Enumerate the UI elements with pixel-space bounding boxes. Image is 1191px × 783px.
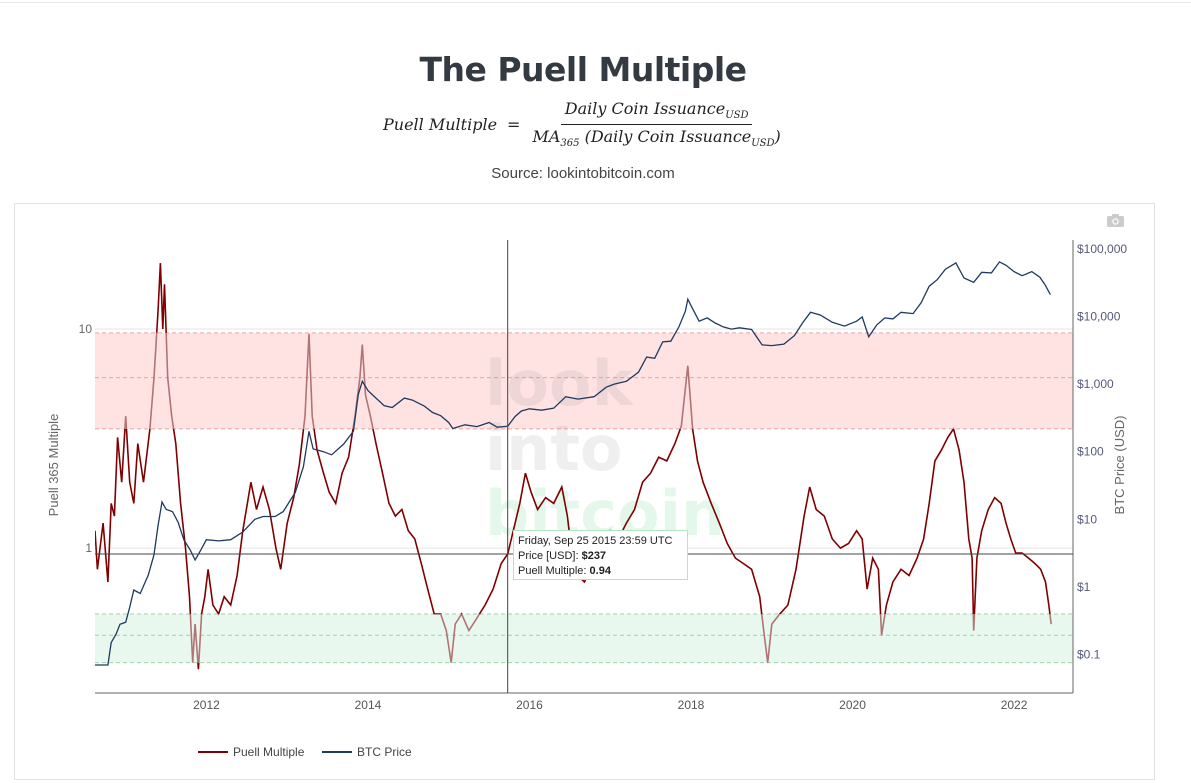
top-divider (0, 2, 1191, 3)
tooltip-price-value: $237 (581, 550, 607, 562)
formula: Puell Multiple = Daily Coin IssuanceUSD … (383, 98, 785, 150)
denominator-prefix: MA (532, 126, 561, 146)
x-tick-label: 2016 (516, 698, 543, 712)
denominator-prefix-sub: 365 (560, 137, 580, 149)
numerator-sub: USD (725, 110, 749, 122)
tooltip-price: Price [USD]: $237 (518, 549, 683, 564)
tooltip-date: Friday, Sep 25 2015 23:59 UTC (518, 535, 673, 547)
y-left-tick-label: 10 (79, 322, 93, 336)
x-tick-label: 2012 (193, 698, 220, 712)
y-right-tick-label: $10 (1077, 512, 1097, 526)
formula-fraction: Daily Coin IssuanceUSD MA365 (Daily Coin… (528, 99, 784, 148)
legend-swatch-puell (198, 751, 228, 753)
y-right-tick-label: $1 (1077, 580, 1091, 594)
tooltip-price-label: Price [USD]: (518, 550, 582, 562)
band-high (95, 332, 1073, 429)
band-low (95, 614, 1073, 663)
legend-item-puell[interactable]: Puell Multiple (198, 745, 304, 759)
watermark-look: look (485, 347, 634, 420)
axes (95, 240, 1074, 694)
camera-icon[interactable] (1107, 214, 1124, 227)
numerator-text: Daily Coin Issuance (564, 99, 726, 119)
formula-equals: = (507, 114, 521, 134)
y-right-tick-label: $1,000 (1077, 377, 1114, 391)
x-tick-label: 2014 (355, 698, 382, 712)
legend-label-btc: BTC Price (357, 745, 412, 759)
legend-item-btc[interactable]: BTC Price (322, 745, 412, 759)
tooltip-puell: Puell Multiple: 0.94 (518, 564, 683, 579)
page-title: The Puell Multiple (419, 50, 747, 89)
x-tick-label: 2022 (1001, 698, 1028, 712)
denominator-text: (Daily Coin Issuance (579, 126, 752, 146)
legend-label-puell: Puell Multiple (233, 745, 305, 759)
formula-lhs: Puell Multiple (383, 114, 498, 134)
y-left-tick-label: 1 (85, 541, 92, 555)
y-right-tick-label: $100 (1077, 445, 1104, 459)
tooltip-puell-value: 0.94 (589, 565, 611, 577)
denominator-sub: USD (751, 137, 775, 149)
y-axis-left-label: Puell 365 Multiple (46, 414, 61, 517)
watermark-into: into (485, 412, 623, 485)
tooltip-puell-label: Puell Multiple: (518, 565, 590, 577)
x-tick-label: 2020 (839, 698, 866, 712)
source-text: Source: lookintobitcoin.com (491, 165, 675, 182)
series-line-btc-price (95, 261, 1051, 666)
formula-denominator: MA365 (Daily Coin IssuanceUSD) (528, 125, 784, 149)
legend-swatch-btc (322, 751, 352, 753)
hover-tooltip: Friday, Sep 25 2015 23:59 UTC Price [USD… (513, 530, 688, 580)
formula-numerator: Daily Coin IssuanceUSD (560, 99, 753, 125)
denominator-close: ) (774, 126, 781, 146)
y-right-tick-label: $10,000 (1077, 309, 1121, 323)
y-right-tick-label: $0.1 (1077, 648, 1101, 662)
y-axis-right-label: BTC Price (USD) (1112, 416, 1127, 515)
x-tick-label: 2018 (678, 698, 705, 712)
zone-bands (95, 332, 1073, 664)
chart-container (14, 203, 1155, 780)
y-right-tick-label: $100,000 (1077, 242, 1127, 256)
